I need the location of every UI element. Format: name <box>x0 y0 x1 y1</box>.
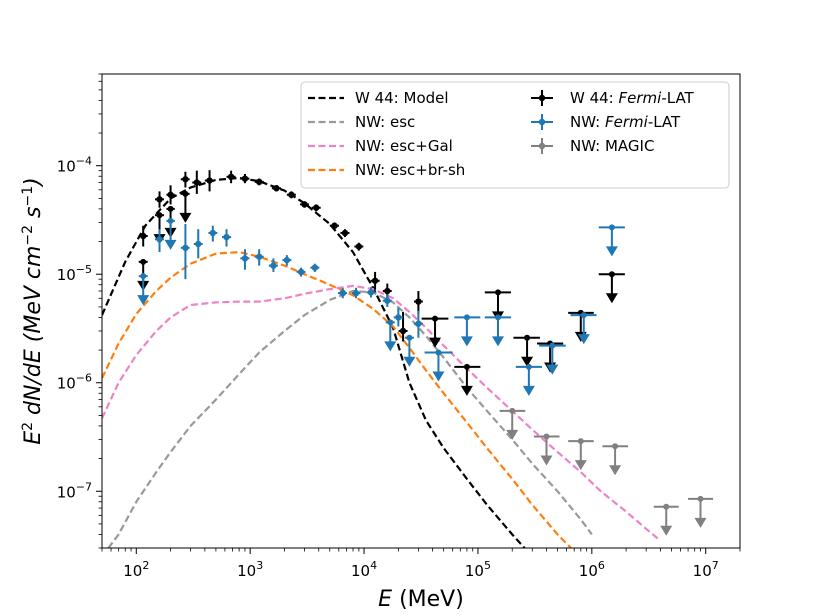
legend-entry-marker-0: W 44: Fermi-LAT <box>531 89 695 107</box>
curve-nw-esc <box>107 289 593 548</box>
nw-fermi-lat-upper-limit <box>570 312 597 345</box>
legend-entry-nw-esc-gal: NW: esc+Gal <box>308 137 453 155</box>
y-tick-label: 10−4 <box>57 155 92 176</box>
nw-fermi-lat-point <box>254 249 264 266</box>
w-44-fermi-lat-point <box>138 225 148 247</box>
w-44-fermi-lat-point <box>166 185 175 205</box>
nw-fermi-lat-point <box>155 229 164 253</box>
nw-fermi-lat-point <box>382 294 392 307</box>
legend-entry-w-44-model: W 44: Model <box>308 89 449 107</box>
nw-fermi-lat-upper-limit <box>403 334 416 367</box>
nw-fermi-lat-upper-limit <box>137 273 150 306</box>
w-44-fermi-lat-point <box>254 178 264 186</box>
nw-fermi-lat-upper-limit <box>424 349 453 382</box>
nw-fermi-lat-point <box>393 307 403 327</box>
svg-text:W 44: Fermi-LAT: W 44: Fermi-LAT <box>570 89 695 107</box>
nw-fermi-lat-point <box>337 287 348 299</box>
w-44-fermi-lat-point <box>204 170 214 192</box>
w-44-fermi-lat-point <box>300 201 309 208</box>
legend-box <box>300 81 730 189</box>
w-44-fermi-lat-point <box>286 191 296 199</box>
nw-fermi-lat-upper-limit <box>384 319 397 352</box>
legend-entry-marker-1: NW: Fermi-LAT <box>531 113 681 131</box>
y-axis-ticks: 10−7 10−6 10−5 10−4 <box>57 73 102 549</box>
nw-fermi-lat-point <box>413 310 423 338</box>
nw-magic-upper-limit <box>602 443 629 476</box>
x-tick-label: 106 <box>579 559 605 580</box>
nw-fermi-lat-upper-limit <box>598 224 625 257</box>
nw-fermi-lat-upper-limit <box>484 314 511 347</box>
w-44-fermi-lat-point <box>180 171 190 188</box>
nw-magic-upper-limit <box>568 438 594 471</box>
w-44-fermi-lat-point <box>329 222 339 230</box>
w-44-fermi-lat-upper-limit <box>454 363 481 396</box>
nw-fermi-lat-upper-limit <box>454 314 481 347</box>
nw-fermi-lat-point <box>180 224 190 280</box>
x-tick-label: 107 <box>693 559 719 580</box>
y-axis-title: E2 dN/dE (MeV cm−2 s−1) <box>20 177 46 445</box>
nw-fermi-lat-point <box>193 229 203 259</box>
data-markers <box>137 170 714 536</box>
y-tick-label: 10−6 <box>57 372 92 393</box>
w-44-fermi-lat-upper-limit <box>598 271 625 304</box>
x-tick-label: 105 <box>465 559 491 580</box>
w-44-fermi-lat-upper-limit <box>421 315 449 348</box>
w-44-fermi-lat-point <box>155 191 164 208</box>
w-44-fermi-lat-point <box>370 271 380 290</box>
x-tick-label: 103 <box>237 559 263 580</box>
w-44-fermi-lat-point <box>240 173 250 184</box>
nw-fermi-lat-point <box>222 229 232 247</box>
w-44-fermi-lat-upper-limit <box>179 190 192 223</box>
nw-fermi-lat-point <box>310 263 320 272</box>
w-44-fermi-lat-point <box>398 311 408 342</box>
w-44-fermi-lat-upper-limit <box>513 334 540 367</box>
svg-text:NW: esc+br-sh: NW: esc+br-sh <box>355 161 465 179</box>
nw-fermi-lat-upper-limit <box>164 217 177 250</box>
w-44-fermi-lat-point <box>192 170 202 194</box>
x-axis-title: E (MeV) <box>378 587 464 612</box>
nw-fermi-lat-upper-limit <box>539 342 566 375</box>
legend-entry-nw-esc-br-sh: NW: esc+br-sh <box>308 161 465 179</box>
legend-entry-marker-2: NW: MAGIC <box>531 137 654 155</box>
svg-text:NW: Fermi-LAT: NW: Fermi-LAT <box>570 113 681 131</box>
curve-w-44-model <box>102 176 526 548</box>
y-tick-label: 10−7 <box>57 480 92 501</box>
w-44-fermi-lat-point <box>354 242 364 251</box>
w-44-fermi-lat-point <box>311 204 321 212</box>
nw-fermi-lat-point <box>282 255 292 266</box>
svg-text:NW: MAGIC: NW: MAGIC <box>570 137 654 155</box>
x-axis-ticks: 102 103 104 105 106 107 <box>101 548 741 580</box>
w-44-fermi-lat-point <box>413 291 423 314</box>
svg-text:NW: esc+Gal: NW: esc+Gal <box>355 137 453 155</box>
w-44-fermi-lat-point <box>271 185 281 192</box>
nw-fermi-lat-point <box>296 267 306 277</box>
nw-magic-upper-limit <box>688 495 714 528</box>
legend-entry-nw-esc: NW: esc <box>308 113 415 131</box>
x-tick-label: 104 <box>351 559 377 580</box>
curve-nw-esc-gal <box>102 284 662 542</box>
curve-nw-esc-br-sh <box>102 250 573 548</box>
nw-magic-upper-limit <box>499 407 526 440</box>
w-44-fermi-lat-point <box>340 229 350 238</box>
plot-frame <box>101 73 741 549</box>
model-curves <box>102 176 662 548</box>
svg-text:W 44: Model: W 44: Model <box>355 89 449 107</box>
nw-fermi-lat-point <box>268 258 278 272</box>
y-tick-label: 10−5 <box>57 263 92 284</box>
nw-fermi-lat-point <box>240 249 250 270</box>
w-44-fermi-lat-point <box>226 170 236 184</box>
nw-magic-upper-limit <box>533 433 560 466</box>
nw-fermi-lat-upper-limit <box>515 363 542 396</box>
nw-magic-upper-limit <box>653 503 679 536</box>
svg-text:NW: esc: NW: esc <box>355 113 415 131</box>
nw-fermi-lat-point <box>366 287 376 298</box>
nw-fermi-lat-point <box>208 225 218 242</box>
legend: W 44: Model NW: esc NW: esc+Gal NW: esc+br-… <box>300 81 730 189</box>
x-tick-label: 102 <box>123 559 149 580</box>
nw-fermi-lat-point <box>351 287 361 299</box>
